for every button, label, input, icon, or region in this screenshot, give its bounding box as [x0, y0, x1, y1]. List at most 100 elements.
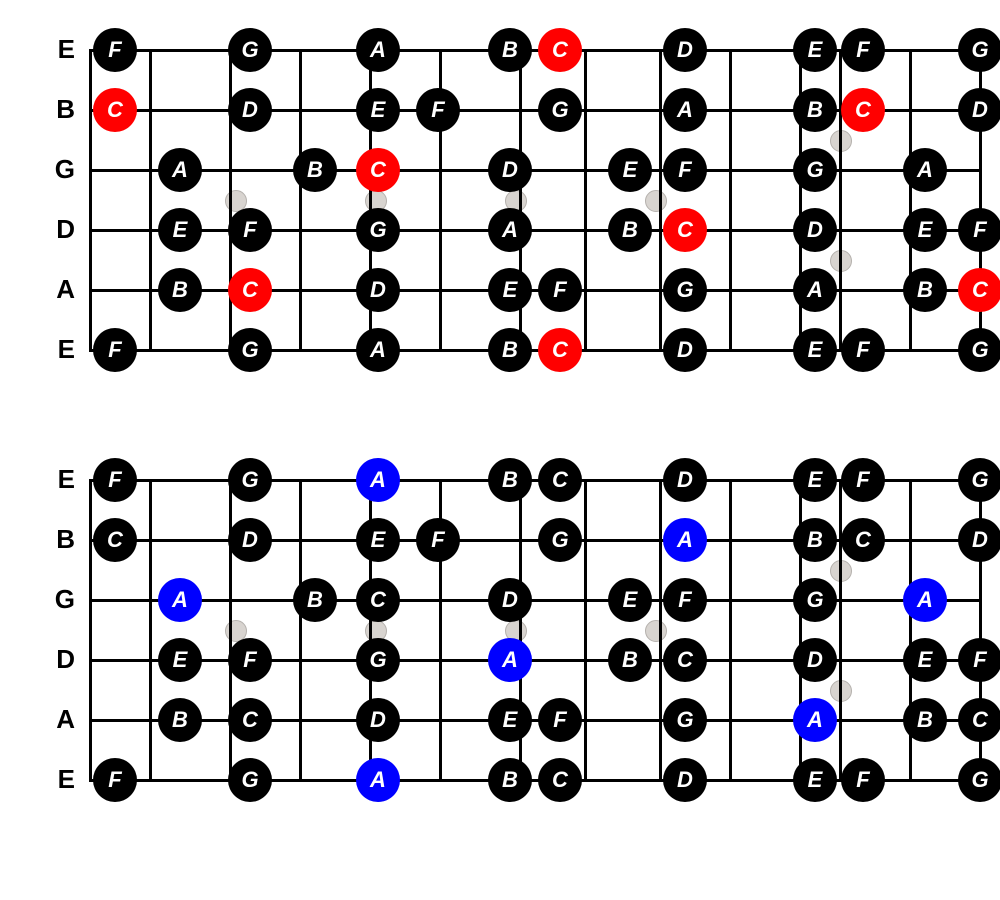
- note-label: B: [807, 97, 823, 123]
- note-label: F: [108, 337, 121, 363]
- note-dot: B: [158, 268, 202, 312]
- note-label: B: [502, 467, 518, 493]
- note-dot: G: [663, 698, 707, 742]
- note-dot: F: [841, 328, 885, 372]
- note-label: D: [242, 527, 258, 553]
- note-label: E: [808, 37, 823, 63]
- note-dot: A: [903, 148, 947, 192]
- note-dot: B: [903, 698, 947, 742]
- fret-marker: [645, 620, 667, 642]
- note-dot: A: [488, 638, 532, 682]
- note-label: C: [972, 707, 988, 733]
- note-label: F: [973, 217, 986, 243]
- note-dot: C: [228, 268, 272, 312]
- note-dot: D: [793, 638, 837, 682]
- note-label: C: [972, 277, 988, 303]
- note-label: C: [677, 647, 693, 673]
- string-label: G: [55, 154, 75, 185]
- note-dot: G: [538, 518, 582, 562]
- note-label: B: [917, 707, 933, 733]
- note-dot: E: [903, 638, 947, 682]
- note-label: D: [807, 647, 823, 673]
- note-label: C: [370, 587, 386, 613]
- note-label: B: [622, 647, 638, 673]
- note-label: G: [369, 217, 386, 243]
- note-dot: E: [488, 698, 532, 742]
- note-dot: D: [228, 518, 272, 562]
- note-label: G: [806, 587, 823, 613]
- note-dot: B: [488, 28, 532, 72]
- note-dot: G: [958, 758, 1000, 802]
- note-dot: F: [841, 458, 885, 502]
- note-label: E: [623, 587, 638, 613]
- note-dot: B: [608, 638, 652, 682]
- fret-marker: [645, 190, 667, 212]
- note-label: G: [676, 277, 693, 303]
- note-label: F: [856, 467, 869, 493]
- fret-line: [229, 479, 232, 782]
- note-dot: D: [488, 578, 532, 622]
- fretboard-diagram-top: EBGDAEFGABCDEFGCDEFGABCDABCDEFGAEFGABCDE…: [20, 50, 980, 370]
- note-dot: E: [793, 28, 837, 72]
- note-label: B: [502, 337, 518, 363]
- note-dot: D: [663, 328, 707, 372]
- note-dot: E: [903, 208, 947, 252]
- note-dot: B: [488, 328, 532, 372]
- note-dot: F: [663, 578, 707, 622]
- note-dot: C: [841, 88, 885, 132]
- note-label: A: [370, 467, 386, 493]
- note-label: B: [307, 157, 323, 183]
- note-label: G: [971, 767, 988, 793]
- note-dot: C: [663, 208, 707, 252]
- fret-line: [584, 479, 587, 782]
- note-dot: C: [356, 578, 400, 622]
- note-dot: B: [158, 698, 202, 742]
- note-label: F: [553, 707, 566, 733]
- string-label: G: [55, 584, 75, 615]
- note-dot: F: [228, 638, 272, 682]
- fret-line: [729, 49, 732, 352]
- note-label: A: [502, 647, 518, 673]
- note-label: E: [808, 337, 823, 363]
- fret-line: [839, 479, 842, 782]
- string-label: A: [56, 274, 75, 305]
- note-label: G: [971, 37, 988, 63]
- string-label: A: [56, 704, 75, 735]
- note-dot: D: [958, 88, 1000, 132]
- note-dot: C: [356, 148, 400, 192]
- note-dot: A: [903, 578, 947, 622]
- note-dot: E: [793, 758, 837, 802]
- note-dot: A: [663, 518, 707, 562]
- string-label: E: [58, 334, 75, 365]
- note-label: F: [856, 37, 869, 63]
- note-label: G: [806, 157, 823, 183]
- fret-line: [229, 49, 232, 352]
- string-label: E: [58, 764, 75, 795]
- fret-line: [584, 49, 587, 352]
- note-label: E: [173, 217, 188, 243]
- note-label: F: [856, 767, 869, 793]
- note-label: D: [370, 707, 386, 733]
- note-dot: C: [538, 458, 582, 502]
- note-label: A: [172, 157, 188, 183]
- note-dot: A: [793, 698, 837, 742]
- note-label: B: [502, 37, 518, 63]
- note-label: C: [855, 97, 871, 123]
- note-label: F: [108, 767, 121, 793]
- note-dot: A: [356, 328, 400, 372]
- fret-line: [299, 479, 302, 782]
- note-label: D: [972, 97, 988, 123]
- string-line: [90, 659, 980, 662]
- note-dot: D: [793, 208, 837, 252]
- note-label: F: [243, 217, 256, 243]
- note-label: A: [807, 277, 823, 303]
- fret-line: [89, 479, 92, 782]
- note-dot: G: [228, 28, 272, 72]
- note-label: A: [677, 97, 693, 123]
- note-label: E: [503, 277, 518, 303]
- note-dot: F: [93, 758, 137, 802]
- fret-line: [299, 49, 302, 352]
- note-dot: B: [488, 758, 532, 802]
- note-dot: F: [958, 638, 1000, 682]
- note-dot: A: [488, 208, 532, 252]
